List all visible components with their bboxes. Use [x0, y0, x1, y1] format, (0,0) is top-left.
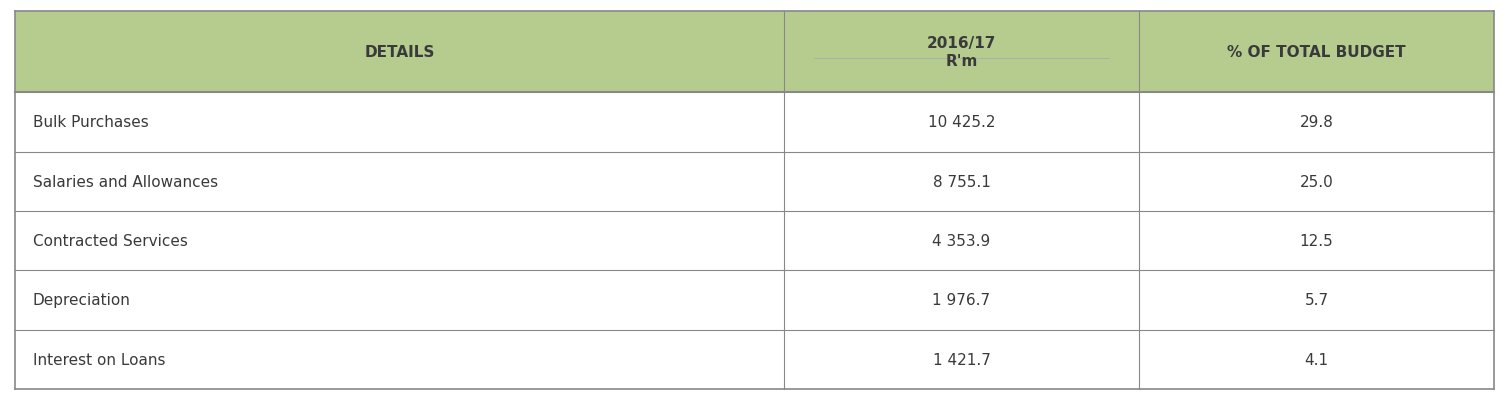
- Bar: [15, 330, 785, 389]
- Text: Contracted Services: Contracted Services: [33, 233, 187, 249]
- Text: 1 421.7: 1 421.7: [933, 352, 990, 367]
- Bar: [1139, 271, 1494, 330]
- Bar: [1139, 93, 1494, 152]
- Text: Bulk Purchases: Bulk Purchases: [33, 115, 148, 130]
- Bar: [1139, 152, 1494, 211]
- Bar: [785, 93, 1139, 152]
- Text: Salaries and Allowances: Salaries and Allowances: [33, 174, 217, 189]
- Bar: [15, 211, 785, 271]
- Bar: [1139, 330, 1494, 389]
- Bar: [785, 330, 1139, 389]
- Text: 12.5: 12.5: [1299, 233, 1334, 249]
- Text: 5.7: 5.7: [1304, 293, 1328, 308]
- Text: 29.8: 29.8: [1299, 115, 1334, 130]
- Text: Interest on Loans: Interest on Loans: [33, 352, 166, 367]
- Text: Depreciation: Depreciation: [33, 293, 131, 308]
- Bar: [785, 152, 1139, 211]
- Text: 2016/17
R'm: 2016/17 R'm: [927, 36, 996, 69]
- Bar: [15, 152, 785, 211]
- Text: 25.0: 25.0: [1299, 174, 1334, 189]
- Bar: [15, 93, 785, 152]
- Bar: [785, 12, 1139, 93]
- Text: DETAILS: DETAILS: [364, 45, 435, 60]
- Bar: [785, 211, 1139, 271]
- Text: 1 976.7: 1 976.7: [933, 293, 990, 308]
- Text: % OF TOTAL BUDGET: % OF TOTAL BUDGET: [1227, 45, 1406, 60]
- Bar: [785, 271, 1139, 330]
- Bar: [1139, 12, 1494, 93]
- Text: 10 425.2: 10 425.2: [928, 115, 996, 130]
- Bar: [15, 271, 785, 330]
- Bar: [1139, 211, 1494, 271]
- Bar: [15, 12, 785, 93]
- Text: 4 353.9: 4 353.9: [933, 233, 991, 249]
- Text: 4.1: 4.1: [1304, 352, 1328, 367]
- Text: 8 755.1: 8 755.1: [933, 174, 990, 189]
